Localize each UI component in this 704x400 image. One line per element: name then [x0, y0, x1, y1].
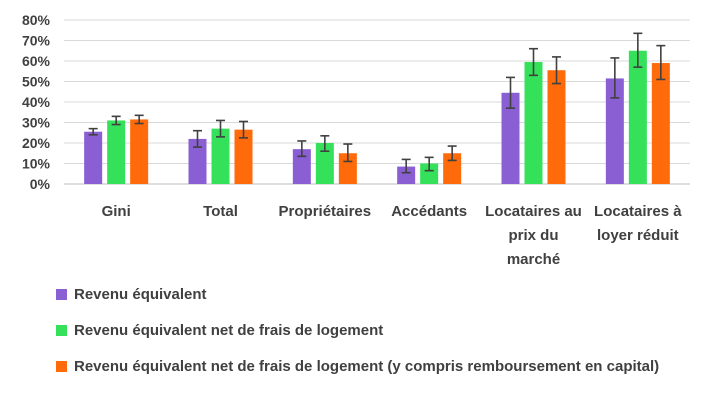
y-tick-label: 80%	[22, 12, 51, 28]
bar	[628, 50, 647, 184]
x-category-label: Total	[203, 203, 238, 220]
legend-swatch	[56, 288, 67, 300]
bar	[188, 138, 207, 184]
x-category-label-line: loyer réduit	[597, 227, 679, 244]
bar	[107, 120, 126, 184]
x-category-label-line: Total	[203, 203, 238, 220]
bar	[524, 62, 543, 184]
bar	[84, 131, 103, 184]
x-category-label: Propriétaires	[279, 203, 372, 220]
bar	[605, 78, 624, 184]
bar	[501, 92, 520, 184]
x-category-label-line: Locataires au	[485, 203, 582, 220]
x-category-label-line: prix du	[508, 227, 558, 244]
bars	[84, 50, 670, 184]
y-tick-label: 60%	[22, 53, 51, 69]
legend-swatch	[56, 360, 67, 372]
y-tick-label: 70%	[22, 33, 51, 49]
legend-label: Revenu équivalent net de frais de logeme…	[74, 321, 384, 339]
x-category-label-line: Propriétaires	[279, 203, 372, 220]
y-tick-label: 20%	[22, 135, 51, 151]
x-category-label-line: marché	[507, 251, 560, 268]
bar	[211, 128, 230, 184]
bar	[130, 119, 149, 184]
y-tick-label: 30%	[22, 115, 51, 131]
legend-item: Revenu équivalent	[56, 284, 207, 304]
bar	[420, 163, 439, 184]
legend-swatch	[56, 324, 67, 336]
legend-label: Revenu équivalent	[74, 285, 207, 303]
y-axis-ticks: 0% 10% 20% 30% 40% 50% 60% 70% 80%	[22, 12, 51, 192]
y-tick-label: 0%	[30, 176, 51, 192]
legend-item: Revenu équivalent net de frais de logeme…	[56, 356, 659, 376]
x-category-label: Accédants	[391, 203, 467, 220]
y-tick-label: 40%	[22, 94, 51, 110]
bar	[397, 166, 416, 184]
bar	[234, 129, 253, 184]
x-axis-labels: Gini Total Propriétaires Accédants Locataire…	[102, 203, 683, 268]
y-tick-label: 50%	[22, 74, 51, 90]
bar	[651, 63, 670, 184]
x-category-label-line: Gini	[102, 203, 131, 220]
bar	[315, 143, 334, 184]
x-category-label: Gini	[102, 203, 131, 220]
legend-item: Revenu équivalent net de frais de logeme…	[56, 320, 383, 340]
bar	[547, 70, 566, 184]
gridlines	[64, 19, 690, 185]
bar	[292, 149, 311, 184]
x-category-label-line: Accédants	[391, 203, 467, 220]
legend-label: Revenu équivalent net de frais de logeme…	[74, 357, 660, 375]
x-category-label: Locataires à loyer réduit	[594, 203, 682, 244]
error-bars	[88, 32, 666, 174]
x-category-label-line: Locataires à	[594, 203, 682, 220]
x-category-label: Locataires au prix du marché	[485, 203, 582, 268]
y-tick-label: 10%	[22, 156, 51, 172]
